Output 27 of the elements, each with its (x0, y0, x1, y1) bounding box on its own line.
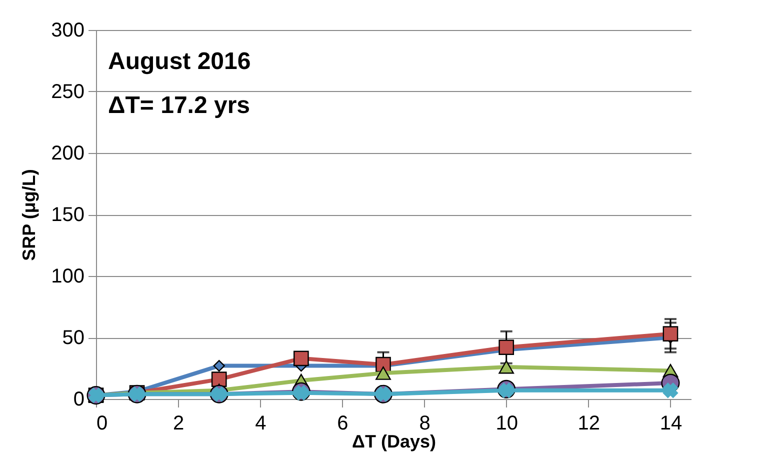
x-tick-label: 0 (96, 412, 108, 434)
x-tick-label: 6 (337, 412, 348, 434)
y-tick-label: 200 (51, 142, 84, 164)
x-tick-label: 8 (419, 412, 430, 434)
y-axis-title: SRP (μg/L) (19, 169, 40, 261)
x-tick-label: 4 (255, 412, 266, 434)
x-tick-label: 2 (173, 412, 184, 434)
x-tick-label: 14 (660, 412, 682, 434)
x-tick-label: 10 (496, 412, 518, 434)
point (498, 360, 514, 374)
y-tick-label: 250 (51, 81, 84, 103)
point (662, 326, 678, 342)
point (663, 383, 678, 398)
y-tick-label: 0 (73, 388, 84, 410)
point (498, 340, 514, 356)
y-tick-label: 50 (62, 327, 84, 349)
y-tick-label: 150 (51, 204, 84, 226)
point (294, 350, 309, 366)
point (213, 360, 225, 372)
x-axis-title: ΔT (Days) (352, 432, 436, 452)
annotation: August 2016 (108, 48, 251, 75)
annotation: ΔT= 17.2 yrs (108, 92, 250, 119)
y-tick-label: 100 (51, 266, 84, 288)
x-tick-label: 12 (578, 412, 600, 434)
point (376, 366, 391, 380)
point (211, 372, 227, 387)
y-tick-label: 300 (51, 20, 84, 42)
